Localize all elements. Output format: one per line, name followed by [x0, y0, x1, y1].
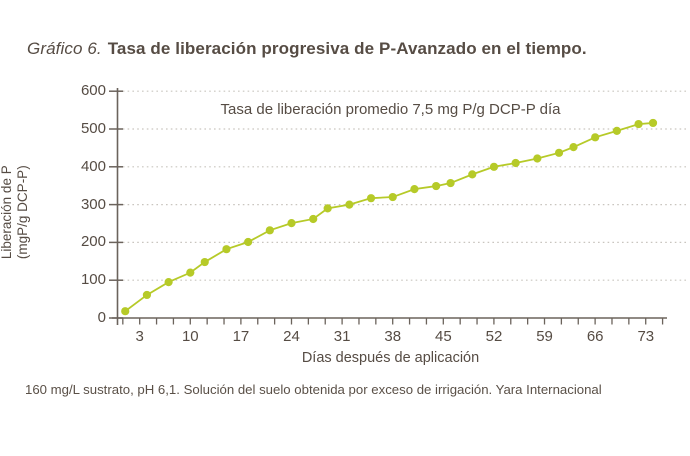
y-tick-label: 100: [80, 271, 106, 289]
x-tick-label: 66: [586, 328, 604, 345]
data-point-marker: [432, 181, 441, 191]
y-axis-title-line1: Liberación de P: [0, 165, 14, 260]
source-footnote: 160 mg/L sustrato, pH 6,1. Solución del …: [25, 382, 602, 397]
x-tick-label: 24: [283, 328, 300, 345]
y-axis-title: Liberación de P (mgP/g DCP-P): [0, 112, 31, 312]
y-tick-label: 300: [80, 195, 106, 213]
x-tick-label: 52: [485, 328, 503, 345]
data-point-marker: [345, 200, 354, 209]
chart-title-text: Tasa de liberación progresiva de P-Avanz…: [107, 39, 587, 58]
y-tick-label: 400: [80, 157, 106, 175]
chart-title-prefix: Gráfico 6.: [27, 39, 102, 58]
data-point-marker: [164, 277, 173, 287]
data-point-marker: [446, 178, 455, 188]
data-point-marker: [533, 154, 542, 163]
data-point-marker: [489, 162, 499, 171]
y-axis-title-line2: (mgP/g DCP-P): [15, 165, 30, 260]
x-tick-label: 3: [135, 328, 144, 345]
data-point-marker: [222, 245, 231, 254]
data-point-marker: [468, 170, 477, 179]
x-tick-label: 31: [333, 328, 351, 345]
data-point-marker: [186, 268, 195, 277]
x-tick-label: 38: [384, 328, 402, 345]
data-point-marker: [244, 237, 253, 247]
x-axis-title: Días después de aplicación: [301, 350, 480, 366]
y-tick-label: 0: [97, 309, 106, 326]
data-point-marker: [569, 143, 578, 152]
data-point-marker: [287, 219, 296, 228]
data-point-marker: [200, 257, 209, 267]
data-point-marker: [554, 148, 564, 157]
data-point-marker: [591, 133, 600, 142]
data-point-marker: [612, 126, 621, 135]
x-tick-label: 73: [637, 328, 655, 345]
data-point-marker: [511, 158, 520, 168]
x-tick-label: 10: [181, 328, 199, 345]
data-point-marker: [648, 118, 658, 128]
data-point-marker: [323, 204, 332, 213]
data-point-marker: [366, 194, 376, 203]
data-point-marker: [634, 119, 643, 129]
data-point-marker: [388, 192, 397, 202]
chart-title: Gráfico 6. Tasa de liberación progresiva …: [27, 39, 587, 59]
y-tick-label: 600: [80, 82, 106, 100]
data-point-marker: [309, 214, 318, 224]
average-rate-annotation: Tasa de liberación promedio 7,5 mg P/g D…: [220, 101, 561, 118]
data-point-marker: [142, 290, 152, 300]
data-point-marker: [121, 307, 130, 316]
data-point-marker: [265, 226, 274, 235]
data-point-marker: [410, 185, 419, 194]
x-tick-label: 45: [435, 328, 452, 345]
y-tick-label: 200: [80, 233, 106, 251]
y-tick-label: 500: [80, 120, 106, 137]
x-tick-label: 59: [536, 328, 553, 345]
x-tick-label: 17: [232, 328, 250, 345]
